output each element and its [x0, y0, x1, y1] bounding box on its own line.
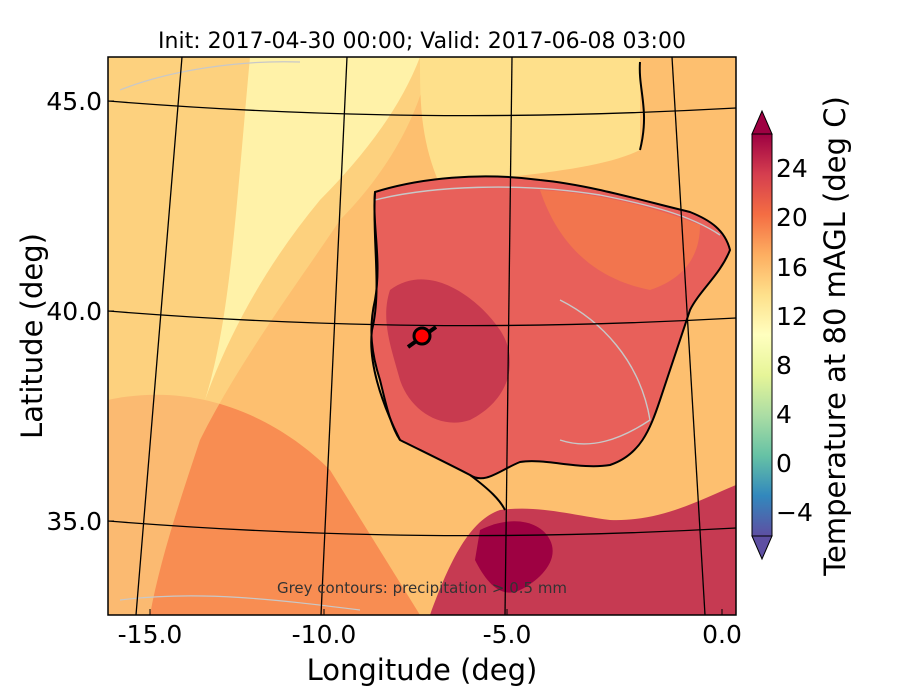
- y-tick-label: 40.0: [46, 297, 102, 326]
- colorbar-tick: 4: [776, 400, 792, 429]
- meridian-0: [671, 57, 706, 615]
- site-marker: [406, 325, 438, 349]
- x-tick-label: 0.0: [702, 620, 742, 649]
- colorbar-extend-top: [751, 109, 773, 135]
- y-axis: 45.0 40.0 35.0 Latitude (deg): [15, 87, 114, 536]
- colorbar-extend-bottom: [751, 535, 773, 561]
- colorbar-tick: 0: [776, 449, 792, 478]
- x-tick-label: -5.0: [483, 620, 532, 649]
- colorbar-tick: 12: [776, 302, 808, 331]
- x-tick-label: -15.0: [118, 620, 183, 649]
- colorbar-tick: 8: [776, 351, 792, 380]
- coastline-portugal: [370, 191, 401, 441]
- marker-dot: [412, 326, 432, 346]
- precip-contour-1: [374, 186, 721, 236]
- map-frame: [107, 56, 737, 616]
- parallel-35: [108, 520, 736, 537]
- meridian-m5: [504, 57, 513, 615]
- x-axis: -15.0 -10.0 -5.0 0.0 Longitude (deg): [118, 609, 742, 687]
- colorbar-tick: 16: [776, 253, 808, 282]
- x-axis-label: Longitude (deg): [307, 653, 538, 687]
- precip-contour-2: [559, 299, 651, 445]
- iberia-hot-core: [386, 279, 510, 423]
- map-area: [108, 57, 736, 615]
- colorbar-body: [751, 133, 773, 537]
- y-tick-label: 45.0: [46, 87, 102, 116]
- parallel-45: [108, 100, 736, 117]
- cool-tongue: [205, 57, 420, 400]
- colorbar: 24 20 16 12 8 4 0 −4 Temperature at 80 m…: [751, 96, 852, 577]
- colorbar-label: Temperature at 80 mAGL (deg C): [818, 96, 852, 577]
- chart-title: Init: 2017-04-30 00:00; Valid: 2017-06-0…: [158, 29, 686, 54]
- cool-sea-band: [108, 57, 430, 615]
- colorbar-tick: 20: [776, 203, 808, 232]
- precip-contour-3: [119, 61, 301, 91]
- meridian-m15: [135, 57, 183, 615]
- graticule: [108, 57, 736, 615]
- coastline-france: [638, 61, 646, 151]
- y-axis-label: Latitude (deg): [15, 233, 49, 439]
- y-tick-label: 35.0: [46, 507, 102, 536]
- africa-hot-spot: [475, 521, 553, 593]
- parallel-40: [108, 310, 736, 327]
- north-cool-region: [420, 57, 640, 185]
- coastline-morocco: [469, 474, 506, 511]
- colorbar-tick: −4: [776, 498, 813, 527]
- precip-contour-4: [119, 595, 361, 611]
- iberia-northeast: [540, 190, 700, 290]
- precip-note: Grey contours: precipitation > 0.5 mm: [277, 579, 567, 597]
- colorbar-tick: 24: [776, 154, 808, 183]
- x-tick-label: -10.0: [292, 620, 357, 649]
- meridian-m10: [320, 57, 348, 615]
